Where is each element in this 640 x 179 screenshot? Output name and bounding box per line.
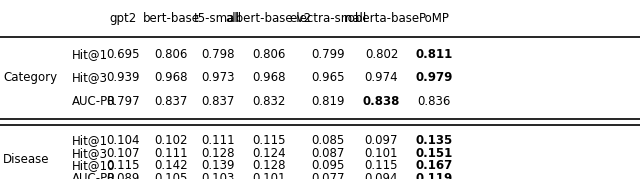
Text: 0.103: 0.103 bbox=[201, 172, 234, 179]
Text: albert-base-v2: albert-base-v2 bbox=[226, 12, 312, 25]
Text: 0.128: 0.128 bbox=[201, 147, 234, 159]
Text: bert-base: bert-base bbox=[142, 12, 200, 25]
Text: Hit@10: Hit@10 bbox=[72, 159, 115, 172]
Text: 0.139: 0.139 bbox=[201, 159, 234, 172]
Text: 0.104: 0.104 bbox=[106, 134, 140, 147]
Text: Hit@1: Hit@1 bbox=[72, 48, 108, 61]
Text: 0.806: 0.806 bbox=[154, 48, 188, 61]
Text: AUC-PR: AUC-PR bbox=[72, 172, 116, 179]
Text: 0.797: 0.797 bbox=[106, 95, 140, 108]
Text: 0.151: 0.151 bbox=[415, 147, 452, 159]
Text: Hit@3: Hit@3 bbox=[72, 71, 108, 84]
Text: gpt2: gpt2 bbox=[109, 12, 136, 25]
Text: t5-small: t5-small bbox=[193, 12, 242, 25]
Text: 0.167: 0.167 bbox=[415, 159, 452, 172]
Text: 0.695: 0.695 bbox=[106, 48, 140, 61]
Text: 0.979: 0.979 bbox=[415, 71, 452, 84]
Text: roberta-base: roberta-base bbox=[344, 12, 419, 25]
Text: 0.128: 0.128 bbox=[252, 159, 285, 172]
Text: Category: Category bbox=[3, 71, 58, 84]
Text: 0.968: 0.968 bbox=[252, 71, 285, 84]
Text: 0.838: 0.838 bbox=[363, 95, 400, 108]
Text: 0.115: 0.115 bbox=[365, 159, 398, 172]
Text: 0.115: 0.115 bbox=[252, 134, 285, 147]
Text: PoMP: PoMP bbox=[419, 12, 449, 25]
Text: 0.836: 0.836 bbox=[417, 95, 451, 108]
Text: 0.087: 0.087 bbox=[311, 147, 344, 159]
Text: Disease: Disease bbox=[3, 153, 50, 166]
Text: 0.094: 0.094 bbox=[365, 172, 398, 179]
Text: 0.832: 0.832 bbox=[252, 95, 285, 108]
Text: electra-small: electra-small bbox=[289, 12, 366, 25]
Text: 0.077: 0.077 bbox=[311, 172, 344, 179]
Text: 0.811: 0.811 bbox=[415, 48, 452, 61]
Text: 0.097: 0.097 bbox=[365, 134, 398, 147]
Text: 0.802: 0.802 bbox=[365, 48, 398, 61]
Text: AUC-PR: AUC-PR bbox=[72, 95, 116, 108]
Text: 0.119: 0.119 bbox=[415, 172, 452, 179]
Text: 0.142: 0.142 bbox=[154, 159, 188, 172]
Text: 0.135: 0.135 bbox=[415, 134, 452, 147]
Text: 0.102: 0.102 bbox=[154, 134, 188, 147]
Text: Hit@1: Hit@1 bbox=[72, 134, 108, 147]
Text: 0.939: 0.939 bbox=[106, 71, 140, 84]
Text: 0.799: 0.799 bbox=[311, 48, 344, 61]
Text: 0.973: 0.973 bbox=[201, 71, 234, 84]
Text: 0.101: 0.101 bbox=[365, 147, 398, 159]
Text: 0.101: 0.101 bbox=[252, 172, 285, 179]
Text: 0.968: 0.968 bbox=[154, 71, 188, 84]
Text: 0.107: 0.107 bbox=[106, 147, 140, 159]
Text: 0.124: 0.124 bbox=[252, 147, 285, 159]
Text: 0.974: 0.974 bbox=[365, 71, 398, 84]
Text: 0.095: 0.095 bbox=[311, 159, 344, 172]
Text: 0.819: 0.819 bbox=[311, 95, 344, 108]
Text: 0.111: 0.111 bbox=[201, 134, 234, 147]
Text: 0.105: 0.105 bbox=[154, 172, 188, 179]
Text: Hit@3: Hit@3 bbox=[72, 147, 108, 159]
Text: 0.837: 0.837 bbox=[154, 95, 188, 108]
Text: 0.115: 0.115 bbox=[106, 159, 140, 172]
Text: 0.798: 0.798 bbox=[201, 48, 234, 61]
Text: 0.085: 0.085 bbox=[311, 134, 344, 147]
Text: 0.111: 0.111 bbox=[154, 147, 188, 159]
Text: 0.965: 0.965 bbox=[311, 71, 344, 84]
Text: 0.089: 0.089 bbox=[106, 172, 140, 179]
Text: 0.806: 0.806 bbox=[252, 48, 285, 61]
Text: 0.837: 0.837 bbox=[201, 95, 234, 108]
